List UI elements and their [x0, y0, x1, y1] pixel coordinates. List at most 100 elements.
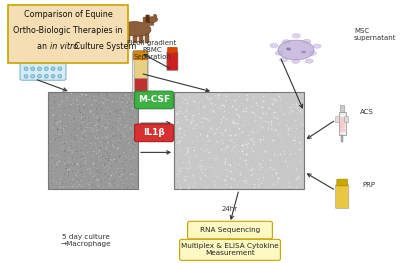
Point	[97, 162, 103, 166]
Point	[107, 157, 114, 161]
Point	[131, 171, 138, 175]
Point	[61, 141, 68, 145]
Point	[122, 162, 129, 166]
Point	[130, 132, 136, 136]
Point	[230, 121, 237, 125]
Point	[99, 116, 105, 120]
Point	[206, 150, 212, 154]
Point	[113, 123, 120, 127]
Point	[123, 132, 129, 136]
Point	[82, 123, 89, 127]
Point	[260, 140, 267, 144]
Point	[81, 102, 87, 106]
Point	[107, 140, 114, 144]
Point	[229, 120, 236, 124]
Point	[121, 184, 128, 188]
Point	[84, 150, 90, 154]
Point	[297, 147, 303, 151]
Point	[50, 147, 57, 151]
Point	[71, 134, 78, 138]
Point	[207, 98, 213, 102]
Point	[93, 151, 100, 155]
Point	[106, 119, 112, 123]
Point	[228, 170, 234, 174]
Point	[77, 126, 84, 130]
Point	[78, 133, 85, 138]
Point	[228, 169, 234, 174]
Point	[276, 120, 282, 124]
Point	[238, 119, 244, 124]
Point	[221, 104, 227, 108]
Point	[93, 125, 99, 129]
Point	[118, 172, 124, 176]
Point	[77, 163, 83, 168]
Point	[64, 170, 71, 174]
Point	[221, 148, 227, 153]
FancyBboxPatch shape	[8, 5, 128, 63]
Point	[82, 101, 88, 105]
Point	[68, 178, 74, 182]
Point	[68, 161, 74, 165]
Point	[183, 108, 190, 112]
Point	[239, 130, 246, 134]
Point	[271, 97, 277, 101]
Point	[61, 171, 67, 176]
Point	[206, 156, 212, 160]
Point	[114, 95, 120, 99]
Point	[222, 128, 228, 132]
Point	[130, 171, 136, 175]
Point	[191, 99, 197, 103]
Point	[236, 104, 242, 108]
Point	[53, 151, 60, 155]
Point	[92, 100, 99, 105]
Point	[214, 141, 221, 145]
Point	[117, 103, 123, 107]
Point	[221, 145, 228, 150]
Point	[71, 136, 78, 141]
Point	[251, 158, 258, 162]
Point	[124, 176, 130, 181]
Point	[117, 166, 124, 170]
Point	[68, 184, 75, 188]
Point	[50, 164, 56, 168]
Point	[117, 171, 124, 175]
Point	[59, 172, 66, 176]
Text: an: an	[38, 42, 50, 50]
Point	[208, 159, 214, 163]
Point	[87, 93, 94, 97]
Point	[274, 105, 280, 109]
Point	[223, 94, 230, 98]
Point	[60, 172, 66, 176]
Point	[85, 93, 92, 97]
Point	[185, 124, 191, 129]
Point	[115, 182, 122, 186]
Point	[115, 119, 121, 123]
Point	[87, 125, 94, 130]
Point	[184, 149, 191, 153]
Point	[116, 174, 123, 179]
Point	[75, 144, 82, 149]
Point	[292, 186, 299, 190]
Point	[58, 93, 65, 97]
Point	[260, 158, 266, 162]
Point	[200, 124, 206, 128]
Point	[291, 138, 297, 142]
Point	[55, 155, 61, 160]
Point	[94, 138, 100, 142]
Point	[119, 115, 125, 120]
Point	[107, 174, 113, 179]
Point	[214, 156, 220, 160]
Point	[70, 120, 77, 124]
Point	[112, 171, 119, 175]
Point	[264, 165, 271, 169]
Point	[72, 136, 78, 141]
Point	[238, 101, 244, 105]
Point	[94, 123, 101, 127]
Point	[96, 125, 102, 129]
FancyBboxPatch shape	[167, 52, 178, 70]
Point	[297, 122, 304, 126]
Point	[195, 109, 201, 113]
Point	[210, 154, 216, 158]
Point	[292, 177, 299, 181]
Point	[79, 139, 85, 144]
